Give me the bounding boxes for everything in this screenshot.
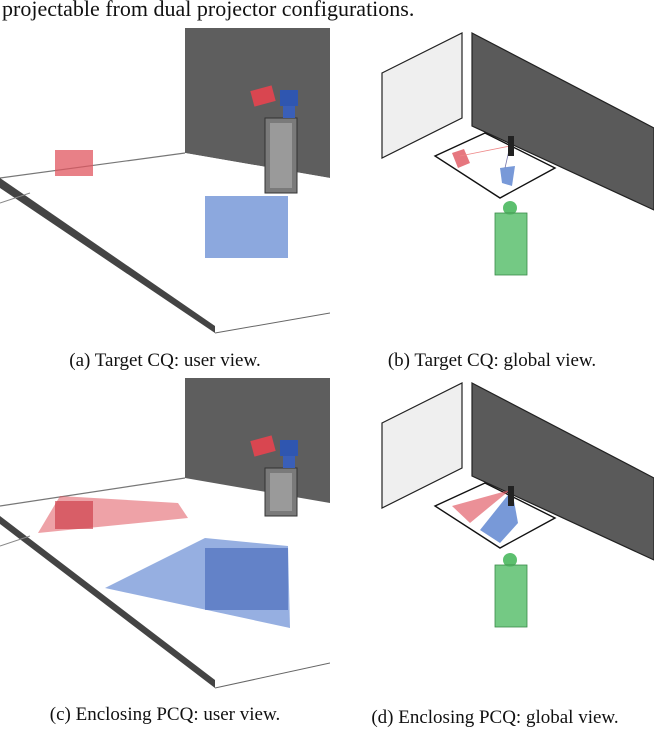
caption-a: (a) Target CQ: user view. [69, 350, 261, 371]
blue-projector-body [280, 440, 298, 456]
red-projector-body [250, 435, 276, 457]
table-edge [0, 477, 186, 507]
light-wall [381, 32, 463, 159]
floor-line [0, 192, 31, 204]
caption-b: (b) Target CQ: global view. [387, 350, 597, 371]
header-text: projectable from dual projector configur… [2, 0, 415, 21]
red-target-region [55, 501, 93, 529]
user-body [494, 564, 528, 628]
red-target-region [55, 150, 93, 176]
caption-c: (c) Enclosing PCQ: user view. [49, 704, 281, 725]
projector-stand [250, 85, 298, 194]
table-outline [433, 132, 557, 199]
panel-c-user-view [0, 378, 330, 696]
blue-target-region [205, 196, 288, 258]
red-projected-cone [452, 490, 510, 523]
table-front-face [0, 178, 215, 333]
table-front-line [214, 312, 330, 334]
projector-stand [508, 136, 514, 156]
red-target-region [452, 149, 470, 168]
panel-a-user-view [0, 28, 330, 346]
user-head [503, 553, 517, 567]
scene-a [0, 28, 330, 334]
table-front-face [0, 516, 215, 688]
scene-d [381, 382, 654, 628]
floor-line [0, 535, 31, 547]
scene-c [0, 378, 330, 689]
projector-stand [508, 486, 514, 506]
panel-b-global-view [360, 28, 654, 346]
user-head [503, 201, 517, 215]
red-projector-body [250, 85, 276, 107]
scene-b [381, 32, 654, 276]
blue-projector-body [280, 90, 298, 106]
blue-target-region [205, 548, 288, 610]
dark-wall [471, 382, 654, 561]
dark-wall [471, 32, 654, 211]
caption-d: (d) Enclosing PCQ: global view. [371, 707, 619, 728]
projector-stand [250, 435, 298, 517]
user-body [494, 212, 528, 276]
panel-d-global-view [360, 378, 654, 696]
table-front-line [214, 662, 330, 689]
blue-target-region [500, 166, 515, 186]
light-wall [381, 382, 463, 509]
